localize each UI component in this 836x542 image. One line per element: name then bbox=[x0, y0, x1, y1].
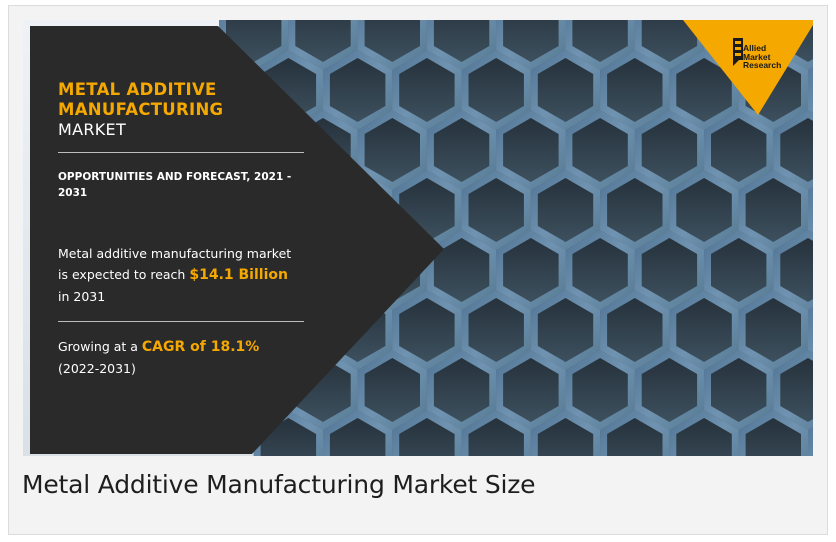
honeycomb-cell bbox=[537, 178, 594, 242]
market-banner: METAL ADDITIVE MANUFACTURING MARKET OPPO… bbox=[23, 20, 813, 456]
honeycomb-cell bbox=[711, 358, 767, 422]
honeycomb-cell bbox=[676, 178, 732, 242]
honeycomb-cell bbox=[711, 238, 767, 302]
stat-cagr-period: (2022-2031) bbox=[58, 361, 136, 376]
honeycomb-cell bbox=[745, 418, 801, 456]
stat-market-size-value: $14.1 Billion bbox=[189, 267, 288, 283]
honeycomb-cell bbox=[503, 20, 559, 62]
honeycomb-cell bbox=[676, 418, 732, 456]
honeycomb-cell bbox=[572, 118, 628, 182]
honeycomb-cell bbox=[364, 20, 420, 62]
stat-cagr-text: Growing at a bbox=[58, 339, 142, 354]
honeycomb-cell bbox=[468, 178, 524, 242]
honeycomb-cell bbox=[607, 178, 663, 242]
honeycomb-cell bbox=[780, 358, 813, 422]
honeycomb-cell bbox=[572, 358, 628, 422]
honeycomb-cell bbox=[607, 58, 663, 122]
honeycomb-rim bbox=[808, 67, 813, 113]
stat-market-size-text: Metal additive manufacturing market is e… bbox=[58, 246, 292, 282]
honeycomb-cell bbox=[433, 358, 490, 422]
honeycomb-cell bbox=[780, 118, 813, 182]
honeycomb-cell bbox=[537, 298, 594, 362]
banner-text-block: METAL ADDITIVE MANUFACTURING MARKET OPPO… bbox=[58, 80, 308, 379]
honeycomb-cell bbox=[295, 20, 351, 62]
honeycomb-cell bbox=[399, 58, 455, 122]
honeycomb-cell bbox=[399, 418, 455, 456]
honeycomb-cell bbox=[329, 58, 386, 122]
honeycomb-cell bbox=[329, 418, 386, 456]
honeycomb-cell bbox=[711, 118, 767, 182]
honeycomb-cell bbox=[537, 418, 594, 456]
honeycomb-rim bbox=[808, 307, 813, 353]
logo-wordmark: Allied Market Research bbox=[743, 43, 782, 70]
stat-market-size: Metal additive manufacturing market is e… bbox=[58, 243, 298, 307]
honeycomb-cell bbox=[641, 358, 698, 422]
stat-cagr-value: CAGR of 18.1% bbox=[141, 339, 260, 355]
banner-title-accent: METAL ADDITIVE MANUFACTURING bbox=[58, 80, 224, 119]
honeycomb-cell bbox=[468, 298, 524, 362]
honeycomb-cell bbox=[676, 298, 732, 362]
stat-market-size-year: in 2031 bbox=[58, 289, 106, 304]
honeycomb-cell bbox=[503, 118, 559, 182]
honeycomb-cell bbox=[641, 118, 698, 182]
figure-caption: Metal Additive Manufacturing Market Size bbox=[22, 470, 536, 499]
honeycomb-cell bbox=[468, 418, 524, 456]
banner-subheading: OPPORTUNITIES AND FORECAST, 2021 - 2031 bbox=[58, 171, 292, 199]
honeycomb-cell bbox=[607, 298, 663, 362]
honeycomb-cell bbox=[607, 418, 663, 456]
divider bbox=[58, 152, 304, 153]
stat-cagr: Growing at a CAGR of 18.1% (2022-2031) bbox=[58, 336, 298, 379]
honeycomb-cell bbox=[745, 298, 801, 362]
honeycomb-cell bbox=[537, 58, 594, 122]
allied-market-research-logo-icon bbox=[683, 20, 813, 115]
honeycomb-cell bbox=[433, 118, 490, 182]
honeycomb-cell bbox=[399, 298, 455, 362]
honeycomb-cell bbox=[745, 178, 801, 242]
honeycomb-rim bbox=[808, 427, 813, 456]
honeycomb-cell bbox=[572, 238, 628, 302]
honeycomb-cell bbox=[364, 118, 420, 182]
honeycomb-rim bbox=[808, 187, 813, 233]
honeycomb-cell bbox=[433, 238, 490, 302]
honeycomb-cell bbox=[780, 238, 813, 302]
honeycomb-cell bbox=[503, 238, 559, 302]
dark-info-panel bbox=[30, 26, 444, 454]
honeycomb-cell bbox=[503, 358, 559, 422]
banner-title-market: MARKET bbox=[58, 120, 127, 139]
honeycomb-cell bbox=[364, 358, 420, 422]
honeycomb-cell bbox=[641, 238, 698, 302]
honeycomb-cell bbox=[572, 20, 628, 62]
honeycomb-cell bbox=[676, 58, 732, 122]
honeycomb-cell bbox=[468, 58, 524, 122]
divider bbox=[58, 321, 304, 322]
honeycomb-cell bbox=[433, 20, 490, 62]
honeycomb-cell bbox=[641, 20, 698, 62]
